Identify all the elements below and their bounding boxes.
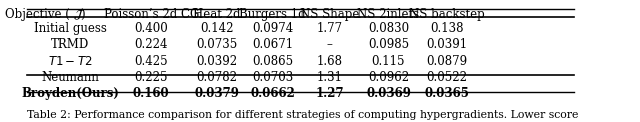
Text: 0.0879: 0.0879 <box>426 55 468 68</box>
Text: 1.68: 1.68 <box>317 55 343 68</box>
Text: Poisson’s 2d CG: Poisson’s 2d CG <box>104 8 199 21</box>
Text: 0.160: 0.160 <box>133 87 170 100</box>
Text: 0.224: 0.224 <box>134 38 168 51</box>
Text: 0.0392: 0.0392 <box>196 55 237 68</box>
Text: 0.0865: 0.0865 <box>252 55 293 68</box>
Text: 0.0962: 0.0962 <box>368 71 409 84</box>
Text: 0.0782: 0.0782 <box>196 71 237 84</box>
Text: Broyden(Ours): Broyden(Ours) <box>21 87 119 100</box>
Text: TRMD: TRMD <box>51 38 90 51</box>
Text: 0.0735: 0.0735 <box>196 38 237 51</box>
Text: Burgers 1d: Burgers 1d <box>239 8 306 21</box>
Text: 0.115: 0.115 <box>372 55 405 68</box>
Text: Initial guess: Initial guess <box>34 22 107 35</box>
Text: 0.400: 0.400 <box>134 22 168 35</box>
Text: 0.138: 0.138 <box>430 22 464 35</box>
Text: 0.0379: 0.0379 <box>195 87 239 100</box>
Text: Table 2: Performance comparison for different strategies of computing hypergradi: Table 2: Performance comparison for diff… <box>27 110 579 120</box>
Text: $\mathcal{J}$): $\mathcal{J}$) <box>73 7 86 22</box>
Text: Neumann: Neumann <box>42 71 99 84</box>
Text: 0.0662: 0.0662 <box>250 87 295 100</box>
Text: 0.0974: 0.0974 <box>252 22 293 35</box>
Text: 0.0391: 0.0391 <box>426 38 468 51</box>
Text: 0.0369: 0.0369 <box>366 87 411 100</box>
Text: Objective (: Objective ( <box>6 8 70 21</box>
Text: NS backstep: NS backstep <box>409 8 485 21</box>
Text: Heat 2d: Heat 2d <box>193 8 241 21</box>
Text: 0.142: 0.142 <box>200 22 234 35</box>
Text: 0.0671: 0.0671 <box>252 38 293 51</box>
Text: 0.0365: 0.0365 <box>425 87 470 100</box>
Text: 1.77: 1.77 <box>317 22 343 35</box>
Text: 0.0830: 0.0830 <box>368 22 409 35</box>
Text: NS 2inlets: NS 2inlets <box>357 8 420 21</box>
Text: 1.31: 1.31 <box>317 71 343 84</box>
Text: $T1 - T2$: $T1 - T2$ <box>48 55 93 68</box>
Text: 0.425: 0.425 <box>134 55 168 68</box>
Text: 1.27: 1.27 <box>316 87 344 100</box>
Text: 0.0703: 0.0703 <box>252 71 293 84</box>
Text: –: – <box>327 38 333 51</box>
Text: 0.0985: 0.0985 <box>368 38 409 51</box>
Text: 0.225: 0.225 <box>134 71 168 84</box>
Text: 0.0522: 0.0522 <box>427 71 468 84</box>
Text: NS Shape: NS Shape <box>300 8 360 21</box>
